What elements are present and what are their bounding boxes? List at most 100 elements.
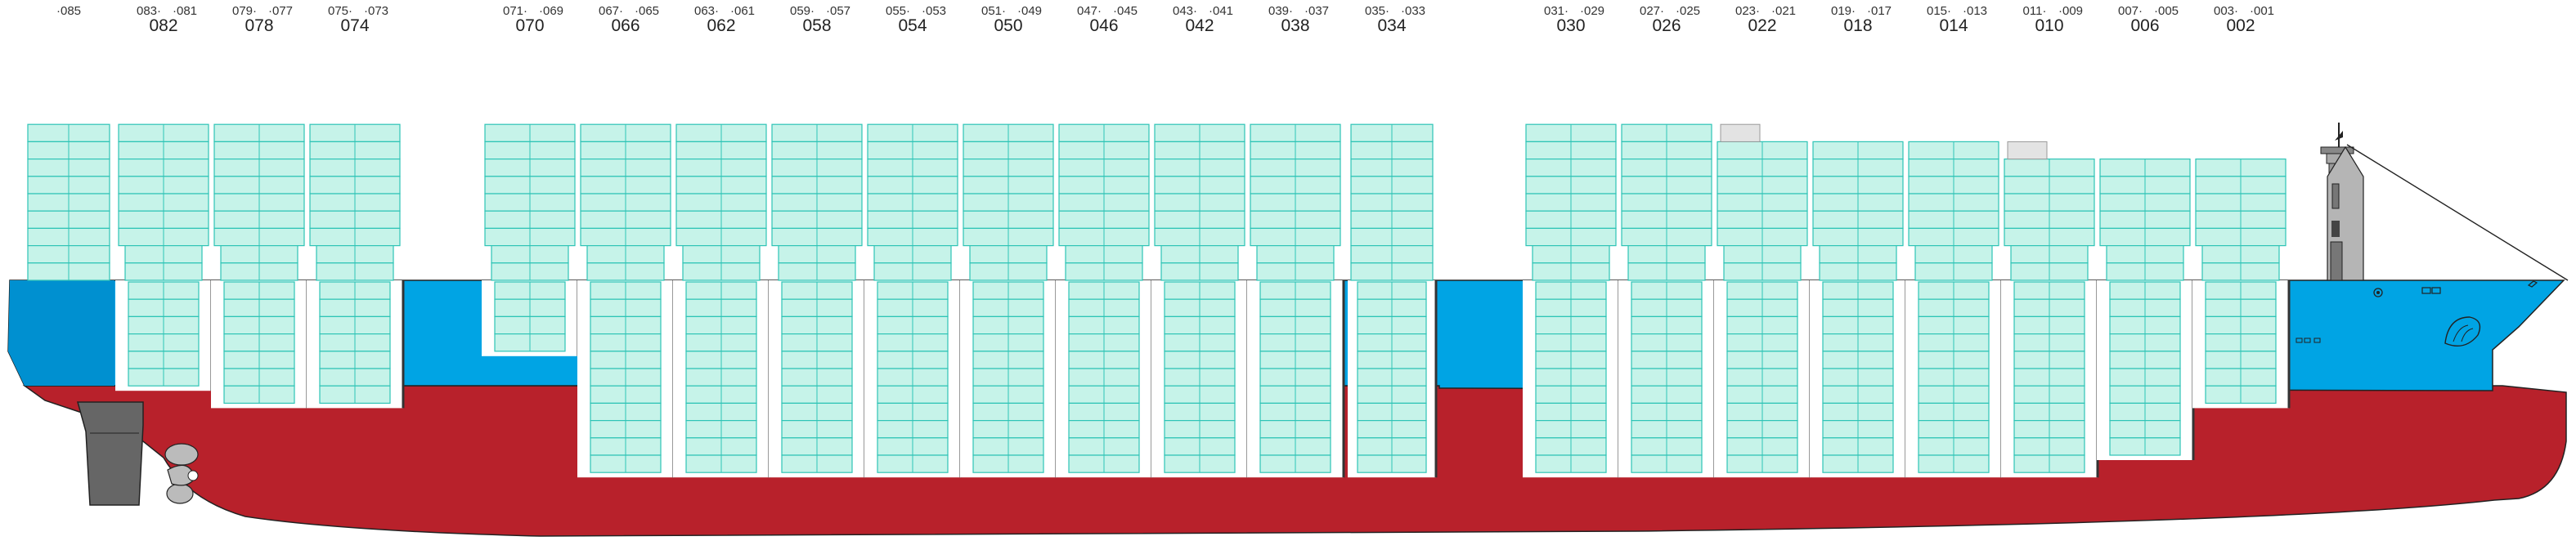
bay-number: 014 [1939, 16, 1968, 35]
container-bay-054 [864, 123, 963, 478]
container-bay-042 [1151, 123, 1250, 478]
bay-sub-right: ·069 [539, 4, 563, 18]
bay-sub-right: ·001 [2250, 4, 2274, 18]
container-bay-078 [211, 123, 309, 409]
container-bay-074 [307, 123, 405, 409]
bay-number: 070 [515, 16, 544, 35]
container-bay-066 [577, 123, 675, 478]
bay-number: 002 [2226, 16, 2255, 35]
bay-number: 074 [340, 16, 369, 35]
bay-number: 006 [2130, 16, 2159, 35]
grey-container [2007, 141, 2048, 160]
bulbous-bow-icon [2444, 316, 2481, 347]
bay-sub-right: ·033 [1401, 4, 1425, 18]
bay-sub-left: 055· [886, 4, 910, 18]
bay-label: ·085 [56, 4, 81, 18]
container-bay-002 [2192, 159, 2291, 409]
container-stacks [27, 123, 2291, 478]
bay-number: 030 [1556, 16, 1585, 35]
container-bay-046 [1056, 123, 1154, 478]
bay-sub-right: ·013 [1963, 4, 1987, 18]
bay-sub-right: ·025 [1676, 4, 1700, 18]
bay-sub-left: 015· [1927, 4, 1951, 18]
bay-sub-left: 063· [694, 4, 719, 18]
bay-sub-right: ·037 [1304, 4, 1329, 18]
container-bay-062 [673, 123, 771, 478]
bay-sub-left: 027· [1640, 4, 1664, 18]
bridge-mast-icon [2320, 123, 2569, 281]
bay-number: 038 [1281, 16, 1309, 35]
bay-number: 022 [1748, 16, 1776, 35]
bay-sub-right: ·077 [268, 4, 293, 18]
bay-sub-left: 031· [1544, 4, 1568, 18]
bay-sub-left: 003· [2214, 4, 2238, 18]
container-bay-018 [1810, 141, 1908, 478]
bay-number: 082 [149, 16, 177, 35]
bay-sub-left: 043· [1173, 4, 1197, 18]
hull-blue-stern-shade [8, 280, 114, 386]
bay-sub-right: ·061 [730, 4, 755, 18]
grey-container [1720, 123, 1761, 142]
container-bay-082 [27, 123, 110, 281]
container-bay-034 [1348, 123, 1438, 478]
bay-sub-left: 019· [1831, 4, 1856, 18]
bay-sub-right: ·073 [364, 4, 388, 18]
bay-sub-left: 075· [328, 4, 352, 18]
bay-sub-left: 011· [2023, 4, 2047, 18]
bay-number: 058 [802, 16, 831, 35]
bay-number: 078 [245, 16, 273, 35]
container-bay-006 [2097, 159, 2195, 460]
bay-sub-left: 039· [1268, 4, 1293, 18]
bay-number: 054 [898, 16, 927, 35]
bay-sub-left: 067· [599, 4, 623, 18]
bay-sub-left: 051· [981, 4, 1006, 18]
bay-sub-left: 059· [790, 4, 815, 18]
container-bay-030 [1523, 123, 1621, 478]
bay-number: 062 [707, 16, 735, 35]
container-bay-010 [2001, 141, 2099, 478]
container-bay-050 [960, 123, 1058, 478]
anchor-icon [2296, 280, 2538, 343]
bay-sub-right: ·017 [1867, 4, 1892, 18]
bay-sub-right: ·053 [922, 4, 946, 18]
bay-number: 050 [994, 16, 1022, 35]
bay-number: 034 [1377, 16, 1406, 35]
bay-sub-left: 083· [137, 4, 161, 18]
bay-sub-left: 071· [503, 4, 527, 18]
container-bay-026 [1618, 123, 1717, 478]
bay-sub-left: 023· [1735, 4, 1760, 18]
bay-sub-right: ·029 [1580, 4, 1604, 18]
bay-sub-right: ·049 [1017, 4, 1042, 18]
bay-number: 046 [1089, 16, 1118, 35]
container-bay-038 [1247, 123, 1345, 478]
bay-sub-left: 079· [232, 4, 257, 18]
bay-number: 010 [2035, 16, 2063, 35]
rudder-icon [77, 401, 144, 506]
bay-sub-right: ·005 [2154, 4, 2179, 18]
container-bay-022 [1714, 123, 1812, 478]
bay-sub-right: ·045 [1113, 4, 1138, 18]
bay-sub-left: 047· [1077, 4, 1102, 18]
container-bay-082 [115, 123, 213, 391]
bay-sub-right: ·021 [1771, 4, 1796, 18]
bay-number: 026 [1652, 16, 1681, 35]
propeller-icon [164, 443, 199, 504]
